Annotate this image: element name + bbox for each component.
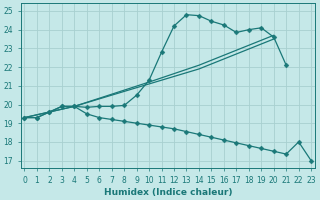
X-axis label: Humidex (Indice chaleur): Humidex (Indice chaleur) bbox=[104, 188, 232, 197]
